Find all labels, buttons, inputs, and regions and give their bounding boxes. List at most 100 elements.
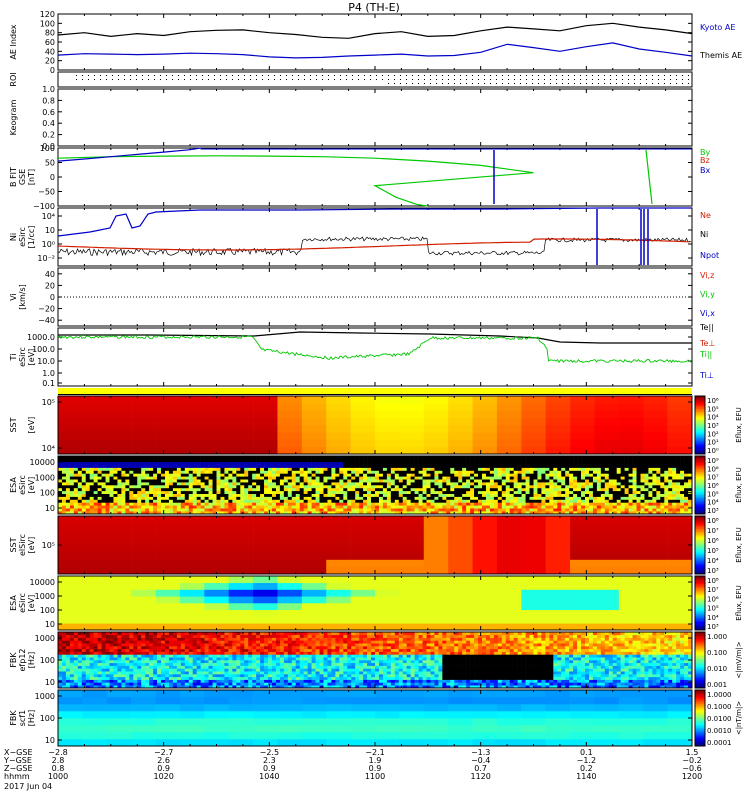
spectrogram-cell <box>609 485 613 488</box>
spectrogram-cell <box>684 471 688 474</box>
spectrogram-cell <box>573 465 577 468</box>
spectrogram-cell <box>62 479 66 482</box>
spectrogram-cell <box>522 494 526 497</box>
spectrogram-cell <box>415 508 419 511</box>
roi-dot <box>142 75 143 76</box>
spectrogram-cell <box>442 491 446 494</box>
roi-dot <box>388 79 389 80</box>
spectrogram-cell <box>107 538 132 546</box>
spectrogram-cell <box>573 476 577 479</box>
y-axis-label: SST <box>9 537 18 552</box>
spectrogram-cell <box>70 491 74 494</box>
spectrogram-cell <box>375 476 379 479</box>
spectrogram-cell <box>601 468 605 471</box>
spectrogram-cell <box>407 500 411 503</box>
spectrogram-cell <box>82 479 86 482</box>
spectrogram-cell <box>137 500 141 503</box>
spectrogram-cell <box>549 497 553 500</box>
spectrogram-cell <box>427 491 431 494</box>
spectrogram-cell <box>156 603 181 610</box>
spectrogram-cell <box>668 497 672 500</box>
spectrogram-cell <box>209 497 213 500</box>
spectrogram-cell <box>383 482 387 485</box>
spectrogram-cell <box>514 468 518 471</box>
spectrogram-cell <box>276 497 280 500</box>
spectrogram-cell <box>106 491 110 494</box>
spectrogram-cell <box>209 473 213 476</box>
roi-dot <box>256 79 257 80</box>
spectrogram-cell <box>640 491 644 494</box>
roi-dot <box>460 75 461 76</box>
spectrogram-cell <box>424 538 449 546</box>
spectrogram-cell <box>577 500 581 503</box>
spectrogram-cell <box>594 596 619 603</box>
spectrogram-cell <box>277 567 302 575</box>
spectrogram-cell <box>74 476 78 479</box>
spectrogram-cell <box>193 482 197 485</box>
spectrogram-cell <box>633 488 637 491</box>
spectrogram-cell <box>482 468 486 471</box>
spectrogram-cell <box>438 465 442 468</box>
spectrogram-cell <box>302 567 327 575</box>
spectrogram-cell <box>521 583 546 590</box>
spectrogram-cell <box>594 576 619 583</box>
spectrogram-cell <box>407 502 411 505</box>
spectrogram-cell <box>228 479 232 482</box>
spectrogram-cell <box>407 479 411 482</box>
spectrogram-cell <box>268 500 272 503</box>
spectrogram-cell <box>546 590 571 597</box>
roi-dot <box>220 75 221 76</box>
roi-dot <box>640 75 641 76</box>
spectrogram-cell <box>213 505 217 508</box>
spectrogram-cell <box>296 497 300 500</box>
spectrogram-cell <box>256 494 260 497</box>
spectrogram-cell <box>450 476 454 479</box>
spectrogram-cell <box>304 485 308 488</box>
spectrogram-cell <box>351 411 376 419</box>
spectrogram-cell <box>153 473 157 476</box>
spectrogram-cell <box>312 468 316 471</box>
spectrogram-cell <box>510 497 514 500</box>
spectrogram-cell <box>399 459 403 462</box>
spectrogram-cell <box>518 500 522 503</box>
spectrogram-cell <box>684 497 688 500</box>
spectrogram-cell <box>454 488 458 491</box>
spectrogram-cell <box>217 462 221 465</box>
spectrogram-cell <box>331 468 335 471</box>
spectrogram-cell <box>557 500 561 503</box>
spectrogram-cell <box>593 502 597 505</box>
spectrogram-cell <box>284 502 288 505</box>
roi-dot <box>166 79 167 80</box>
roi-dot <box>640 83 641 84</box>
spectrogram-cell <box>125 471 129 474</box>
spectrogram-cell <box>153 494 157 497</box>
spectrogram-cell <box>570 603 595 610</box>
spectrogram-cell <box>169 488 173 491</box>
spectrogram-cell <box>423 476 427 479</box>
spectrogram-cell <box>323 465 327 468</box>
spectrogram-cell <box>94 497 98 500</box>
spectrogram-cell <box>82 447 107 455</box>
spectrogram-cell <box>664 462 668 465</box>
spectrogram-cell <box>185 491 189 494</box>
spectrogram-cell <box>253 516 278 524</box>
spectrogram-cell <box>419 462 423 465</box>
spectrogram-cell <box>684 459 688 462</box>
spectrogram-cell <box>514 465 518 468</box>
spectrogram-cell <box>205 491 209 494</box>
spectrogram-cell <box>276 488 280 491</box>
spectrogram-cell <box>407 468 411 471</box>
spectrogram-cell <box>601 471 605 474</box>
spectrogram-cell <box>326 567 351 575</box>
spectrogram-cell <box>643 545 668 553</box>
spectrogram-cell <box>395 508 399 511</box>
spectrogram-cell <box>327 502 331 505</box>
spectrogram-cell <box>640 473 644 476</box>
spectrogram-cell <box>407 488 411 491</box>
spectrogram-cell <box>494 476 498 479</box>
spectrogram-cell <box>594 617 619 624</box>
spectrogram-cell <box>526 491 530 494</box>
spectrogram-cell <box>446 465 450 468</box>
spectrogram-cell <box>107 560 132 568</box>
spectrogram-cell <box>383 479 387 482</box>
